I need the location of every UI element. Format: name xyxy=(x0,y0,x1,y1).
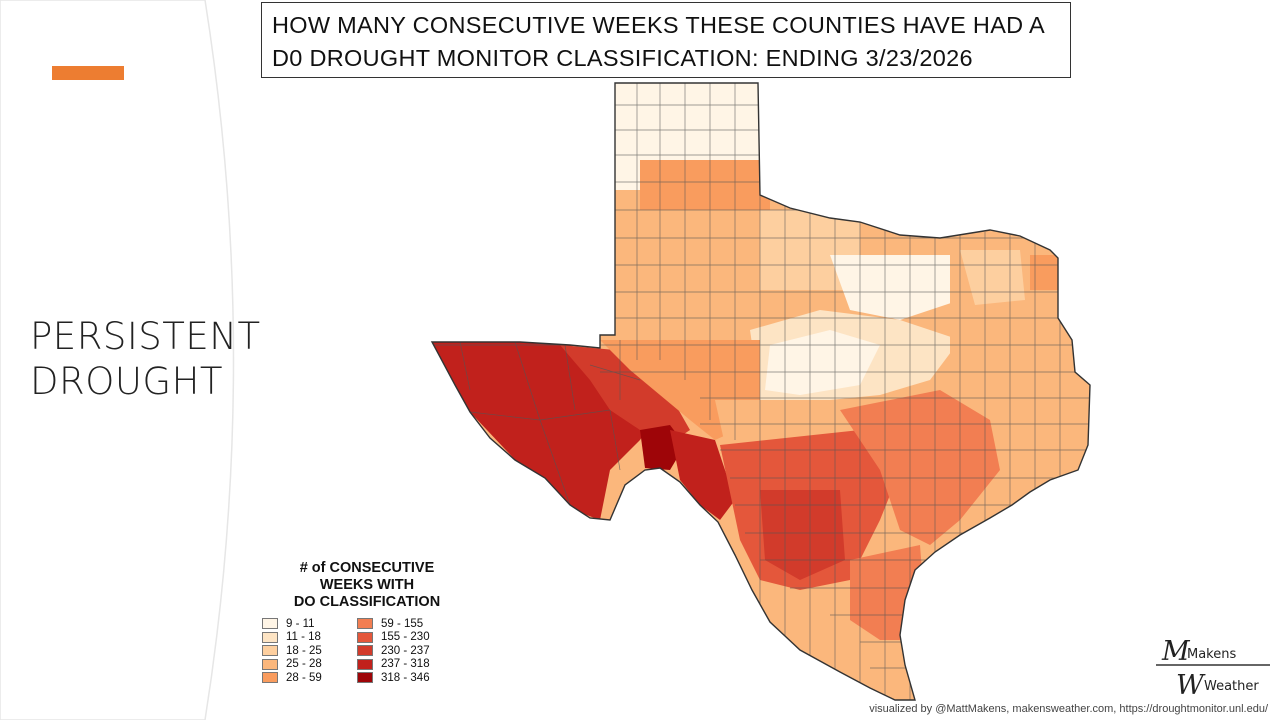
logo-word-makens: Makens xyxy=(1187,647,1236,662)
legend-label: 18 - 25 xyxy=(286,644,322,657)
legend-label: 59 - 155 xyxy=(381,617,424,630)
section-title-line2: DROUGHT xyxy=(30,360,223,403)
legend-swatch xyxy=(262,672,278,683)
legend-item: 155 - 230 xyxy=(357,631,452,644)
legend-item: 230 - 237 xyxy=(357,644,452,657)
legend-item: 25 - 28 xyxy=(262,658,357,671)
map-title-line1: HOW MANY CONSECUTIVE WEEKS THESE COUNTIE… xyxy=(272,12,1045,38)
legend-title-line1: # of CONSECUTIVE xyxy=(299,560,435,576)
legend-item: 59 - 155 xyxy=(357,617,452,630)
legend-item: 28 - 59 xyxy=(262,671,357,684)
accent-bar xyxy=(52,66,124,80)
credit-line: visualized by @MattMakens, makensweather… xyxy=(869,703,1268,715)
legend-item: 11 - 18 xyxy=(262,631,357,644)
map-title-line2: D0 DROUGHT MONITOR CLASSIFICATION: ENDIN… xyxy=(272,45,973,71)
legend-swatch xyxy=(357,672,373,683)
legend-swatch xyxy=(262,618,278,629)
legend-label: 25 - 28 xyxy=(286,658,322,670)
legend-label: 237 - 318 xyxy=(381,658,430,670)
legend-swatch xyxy=(357,658,373,670)
legend-title: # of CONSECUTIVE WEEKS WITH DO CLASSIFIC… xyxy=(262,560,472,611)
logo-word-weather: Weather xyxy=(1204,679,1259,694)
legend-label: 28 - 59 xyxy=(286,671,322,684)
legend-label: 9 - 11 xyxy=(286,617,315,630)
section-title-line1: PERSISTENT xyxy=(30,315,261,358)
left-panel-curve xyxy=(0,0,235,720)
legend-item: 318 - 346 xyxy=(357,671,452,684)
logo-letter-w: W xyxy=(1176,670,1206,701)
legend-swatch xyxy=(262,631,278,643)
legend-item: 237 - 318 xyxy=(357,658,452,671)
legend-title-line3: DO CLASSIFICATION xyxy=(293,594,441,610)
legend-swatch xyxy=(262,658,278,670)
legend-item: 9 - 11 xyxy=(262,617,357,630)
legend-label: 318 - 346 xyxy=(381,671,430,684)
legend-label: 155 - 230 xyxy=(381,631,430,643)
legend-item: 18 - 25 xyxy=(262,644,357,657)
legend-title-line2: WEEKS WITH xyxy=(319,577,415,593)
makens-weather-logo: M Makens W Weather xyxy=(1156,636,1270,701)
legend-swatch xyxy=(357,645,373,656)
legend-columns: 9 - 11 11 - 18 18 - 25 25 - 28 28 - 59 5… xyxy=(262,617,472,685)
legend-swatch xyxy=(357,618,373,629)
legend-label: 230 - 237 xyxy=(381,644,430,657)
legend-column-left: 9 - 11 11 - 18 18 - 25 25 - 28 28 - 59 xyxy=(262,617,357,685)
logo-letter-m: M xyxy=(1161,636,1191,667)
map-title-box: HOW MANY CONSECUTIVE WEEKS THESE COUNTIE… xyxy=(261,2,1071,78)
legend-label: 11 - 18 xyxy=(286,631,321,643)
section-title: PERSISTENT DROUGHT xyxy=(30,314,261,404)
legend-swatch xyxy=(262,645,278,656)
legend-column-right: 59 - 155 155 - 230 230 - 237 237 - 318 3… xyxy=(357,617,452,685)
legend: # of CONSECUTIVE WEEKS WITH DO CLASSIFIC… xyxy=(262,560,472,685)
legend-swatch xyxy=(357,631,373,643)
